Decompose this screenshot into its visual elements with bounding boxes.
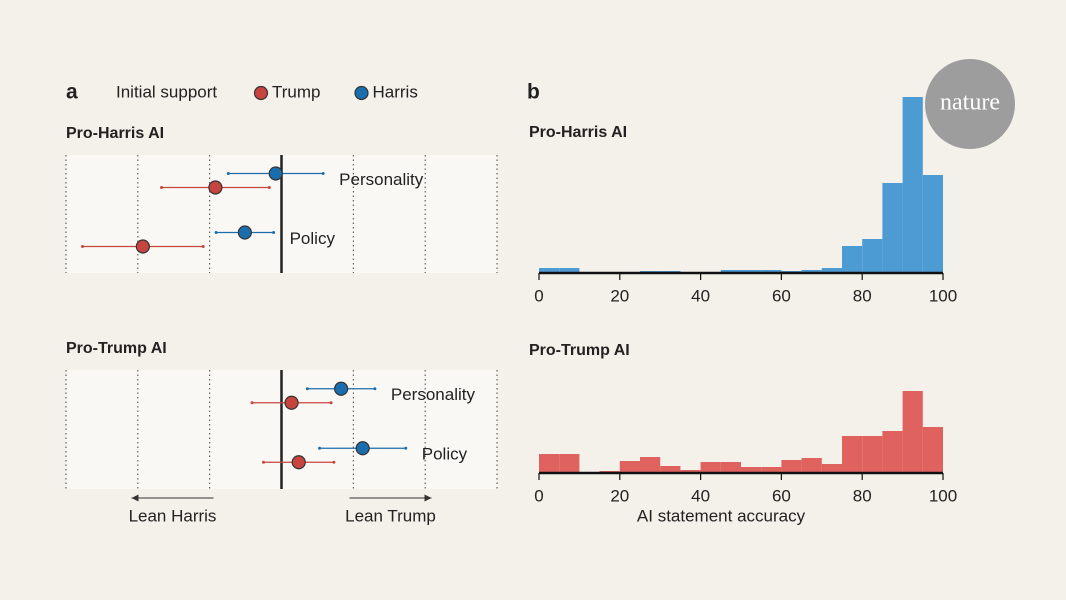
logo: nature xyxy=(940,90,1000,116)
bar xyxy=(902,391,923,473)
bar xyxy=(902,97,923,273)
panel-label: b xyxy=(527,81,540,104)
category-label: Policy xyxy=(422,445,468,464)
legend-title: Initial support xyxy=(116,82,217,101)
error-cap xyxy=(404,446,408,450)
dot xyxy=(334,381,349,396)
bar xyxy=(922,427,943,473)
dot xyxy=(355,441,370,456)
x-tick-label: 40 xyxy=(691,486,710,505)
error-cap xyxy=(272,231,276,234)
bar xyxy=(821,268,842,273)
dot xyxy=(284,395,299,410)
panel-label: a xyxy=(66,81,78,104)
arrow-head xyxy=(424,494,432,502)
bar xyxy=(700,462,721,473)
error-cap xyxy=(305,387,309,391)
bar xyxy=(559,268,580,273)
dot xyxy=(208,180,223,195)
error-cap xyxy=(81,245,85,248)
x-tick-label: 80 xyxy=(853,286,872,305)
bar xyxy=(801,270,822,273)
annotation: Lean Harris xyxy=(129,506,217,525)
legend-marker xyxy=(354,85,369,101)
annotation: Lean Trump xyxy=(345,506,436,525)
bar xyxy=(720,462,741,473)
category-label: Policy xyxy=(290,229,336,248)
chart-title: Pro-Trump AI xyxy=(529,342,630,359)
error-cap xyxy=(267,186,271,189)
bar xyxy=(619,461,640,473)
bar xyxy=(862,436,883,473)
bar xyxy=(801,458,822,473)
error-cap xyxy=(214,231,218,234)
bar xyxy=(761,270,782,273)
dot xyxy=(291,455,306,470)
bar xyxy=(640,457,661,473)
error-cap xyxy=(329,401,333,405)
x-axis-label: AI statement accuracy xyxy=(637,506,806,525)
x-tick-label: 60 xyxy=(772,486,791,505)
error-cap xyxy=(262,460,266,464)
category-label: Personality xyxy=(339,170,424,189)
error-cap xyxy=(201,245,205,248)
bar xyxy=(660,466,681,473)
bar xyxy=(922,175,943,273)
error-cap xyxy=(226,172,230,175)
bar xyxy=(539,268,560,273)
logo-badge xyxy=(925,59,1015,149)
chart-title: Pro-Trump AI xyxy=(66,340,167,357)
bar xyxy=(720,270,741,273)
bar xyxy=(559,454,580,473)
x-tick-label: 100 xyxy=(929,486,957,505)
dot xyxy=(237,225,252,240)
error-cap xyxy=(318,446,322,450)
bar xyxy=(862,239,883,273)
error-cap xyxy=(321,172,325,175)
chart-title: Pro-Harris AI xyxy=(66,125,164,142)
dot xyxy=(135,239,150,254)
x-tick-label: 40 xyxy=(691,286,710,305)
error-cap xyxy=(160,186,164,189)
error-cap xyxy=(250,401,254,405)
bar xyxy=(882,431,903,473)
x-tick-label: 20 xyxy=(610,286,629,305)
bar xyxy=(741,270,762,273)
dot xyxy=(268,166,283,181)
error-cap xyxy=(332,460,336,464)
bar xyxy=(539,454,560,473)
bar xyxy=(842,246,863,273)
x-tick-label: 0 xyxy=(534,486,543,505)
bar xyxy=(680,470,701,473)
error-cap xyxy=(373,387,377,391)
chart-title: Pro-Harris AI xyxy=(529,124,627,141)
legend-label: Harris xyxy=(373,82,418,101)
x-tick-label: 80 xyxy=(853,486,872,505)
category-label: Personality xyxy=(391,385,476,404)
bar xyxy=(761,467,782,473)
x-tick-label: 20 xyxy=(610,486,629,505)
legend-label: Trump xyxy=(272,82,321,101)
arrow-head xyxy=(131,494,139,502)
bar xyxy=(882,183,903,273)
x-tick-label: 0 xyxy=(534,286,543,305)
x-tick-label: 60 xyxy=(772,286,791,305)
bar xyxy=(781,460,802,473)
x-tick-label: 100 xyxy=(929,286,957,305)
legend-marker xyxy=(253,85,269,101)
bar xyxy=(741,467,762,473)
bar xyxy=(842,436,863,473)
bar xyxy=(821,464,842,473)
